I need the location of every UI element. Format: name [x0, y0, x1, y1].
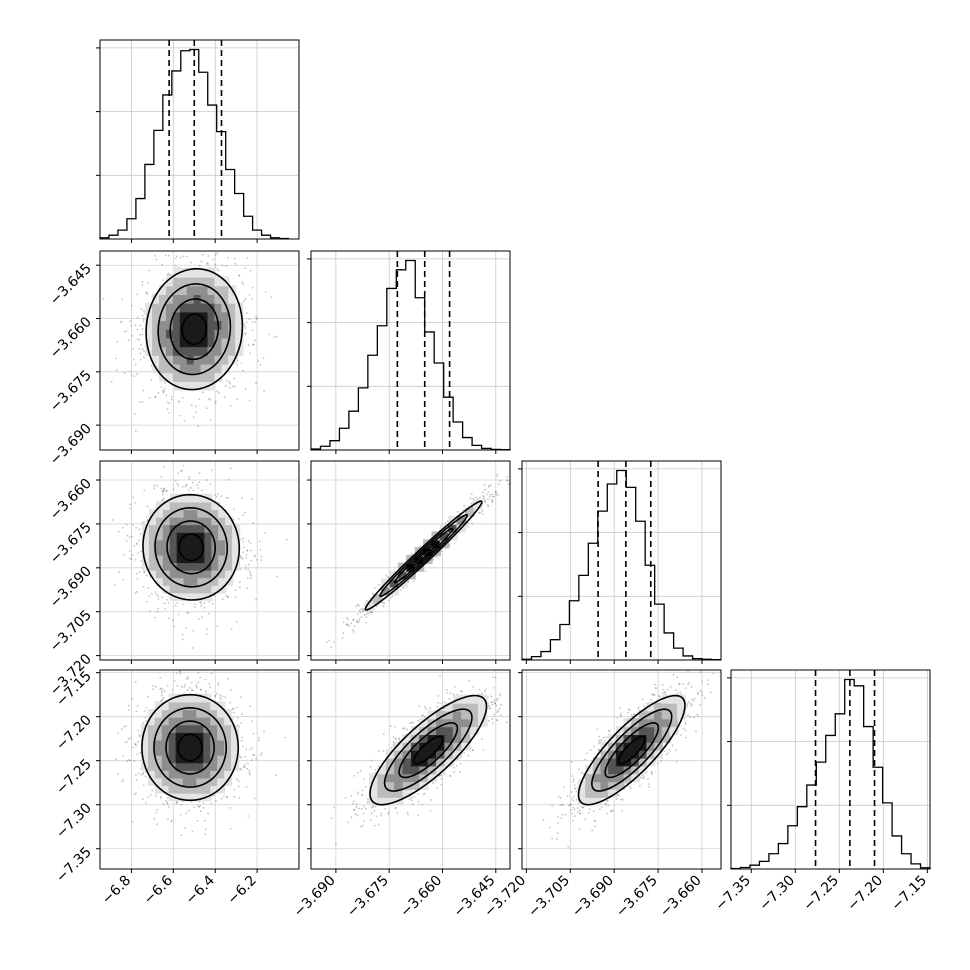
x-tick-label: −6.2	[225, 873, 260, 908]
contour-line	[379, 513, 469, 598]
scatter-panel-1-2	[310, 460, 511, 661]
x-tick-label: −7.20	[845, 873, 887, 915]
contour-line	[369, 694, 488, 806]
contour-line	[383, 708, 473, 792]
x-tick-label: −3.705	[525, 873, 573, 921]
axes-frame	[99, 460, 300, 661]
x-tick-label: −6.4	[183, 872, 218, 907]
y-tick-label: −3.690	[47, 421, 95, 469]
histogram-panel-0	[96, 39, 300, 240]
contour-line	[142, 493, 241, 601]
axes-frame	[99, 250, 300, 451]
axes-frame	[99, 39, 300, 240]
x-tick-label: −6.6	[141, 872, 176, 907]
axes-frame	[99, 669, 300, 870]
contour-line	[154, 507, 229, 588]
y-tick-label: −3.675	[47, 519, 95, 567]
y-tick-label: −3.705	[47, 607, 95, 655]
contour-line	[157, 283, 232, 376]
y-tick-label: −3.660	[47, 476, 95, 524]
contour-line	[181, 313, 208, 346]
y-tick-label: −7.20	[53, 712, 95, 754]
contour-line	[393, 527, 454, 584]
contour-line	[169, 298, 220, 361]
contour-line	[604, 722, 660, 779]
contour-line	[590, 708, 673, 792]
histogram-series-3	[730, 678, 931, 870]
x-tick-label: −3.690	[291, 873, 339, 921]
x-tick-label: −7.25	[800, 873, 842, 915]
axes-frame	[310, 669, 511, 870]
x-tick-label: −7.30	[756, 873, 798, 915]
y-tick-label: −3.645	[47, 261, 95, 309]
scatter-panel-0-3	[99, 669, 300, 870]
contour-line	[412, 735, 444, 765]
contour-line	[408, 541, 439, 570]
histogram-panel-1	[307, 250, 511, 451]
x-tick-label: −6.8	[99, 873, 134, 908]
scatter-panel-1-3	[310, 669, 511, 870]
y-tick-label: −3.675	[47, 367, 95, 415]
contour-line	[165, 720, 215, 775]
contour-line	[166, 520, 217, 575]
axes-frame	[310, 460, 511, 661]
axes-frame	[521, 460, 722, 661]
contour-line	[364, 500, 483, 611]
contour-line	[178, 533, 204, 562]
axes-frame	[521, 669, 722, 870]
histogram-panel-3	[727, 669, 931, 870]
histogram-series-1	[310, 259, 511, 451]
contour-line	[177, 733, 203, 762]
x-tick-label: −3.675	[344, 873, 392, 921]
y-tick-label: −3.690	[47, 563, 95, 611]
contour-line	[153, 707, 228, 788]
x-tick-label: −7.15	[889, 873, 931, 915]
histogram-series-0	[99, 48, 290, 240]
axes-frame	[730, 669, 931, 870]
contour-line	[141, 693, 240, 802]
x-tick-label: −7.35	[712, 873, 754, 915]
x-tick-label: −3.660	[397, 873, 445, 921]
y-tick-label: −7.25	[53, 756, 95, 798]
contour-line	[398, 722, 459, 779]
y-tick-label: −7.30	[53, 800, 95, 842]
x-tick-label: −3.675	[613, 873, 661, 921]
histogram-panel-2	[518, 460, 722, 661]
scatter-panel-0-2	[99, 460, 300, 661]
y-tick-label: −7.35	[53, 844, 95, 886]
y-tick-label: −3.660	[47, 314, 95, 362]
contour-line	[577, 694, 686, 806]
scatter-panel-0-1	[99, 250, 300, 451]
contour-line	[617, 735, 646, 765]
histogram-series-2	[521, 469, 722, 661]
scatter-panel-2-3	[521, 669, 722, 870]
x-tick-label: −3.660	[657, 873, 705, 921]
x-tick-label: −3.690	[569, 873, 617, 921]
axes-frame	[310, 250, 511, 451]
contour-line	[145, 268, 244, 391]
